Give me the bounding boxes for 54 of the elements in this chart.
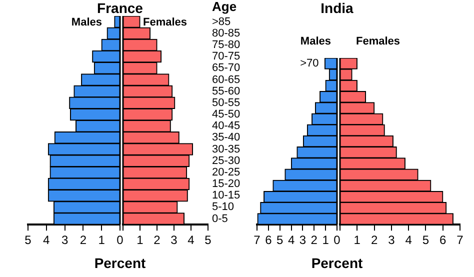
y-tick-label: 0-5 (212, 212, 228, 225)
y-tick-label: 5-10 (212, 201, 234, 214)
x-tick-label: 2 (310, 233, 318, 248)
x-tick-label: 3 (61, 233, 68, 248)
x-tick-label: 2 (80, 233, 87, 248)
chart-title: India (320, 0, 354, 16)
y-tick-label: 35-40 (212, 132, 240, 144)
series-label: Males (71, 16, 102, 29)
x-tick-label: 0 (116, 233, 124, 248)
y-tick-label: 40-45 (212, 120, 240, 132)
y-tick-label: 65-70 (212, 62, 240, 74)
y-tick-label: >70 (300, 58, 319, 70)
x-tick-label: 6 (265, 233, 272, 248)
x-tick-label: 6 (440, 233, 447, 248)
y-tick-label: 25-30 (212, 154, 240, 167)
x-tick-label: 1 (354, 233, 361, 248)
x-tick-label: 2 (154, 233, 161, 248)
x-tick-label: 1 (322, 233, 330, 248)
x-tick-label: 5 (276, 233, 284, 248)
x-tick-label: 5 (204, 233, 212, 248)
x-tick-label: 2 (370, 233, 378, 248)
y-tick-label: 30-35 (212, 143, 240, 156)
y-tick-label: 60-65 (212, 74, 240, 86)
y-tick-label: 20-25 (212, 166, 240, 178)
y-tick-label: 75-80 (212, 39, 240, 52)
x-tick-label: 1 (136, 233, 144, 248)
y-tick-label: 80-85 (212, 27, 240, 40)
x-tick-label: 4 (43, 233, 50, 248)
y-tick-label: 55-60 (212, 85, 240, 98)
series-label: Males (300, 36, 331, 48)
y-tick-label: 45-50 (212, 108, 240, 121)
y-tick-label: >85 (212, 16, 231, 28)
x-tick-label: 7 (456, 233, 464, 248)
x-tick-label: 1 (98, 233, 106, 248)
x-tick-label: 4 (188, 233, 195, 248)
x-tick-label: 5 (24, 233, 32, 248)
chart-title: France (96, 0, 144, 16)
x-tick-label: 4 (288, 233, 295, 248)
y-axis-title: Age (212, 0, 237, 14)
x-axis-title: Percent (93, 255, 147, 271)
y-tick-label: 10-15 (212, 190, 240, 202)
x-tick-label: 0 (334, 233, 341, 248)
series-label: Females (356, 36, 400, 48)
y-tick-label: 70-75 (212, 50, 240, 63)
x-tick-label: 3 (299, 233, 306, 248)
x-tick-label: 4 (405, 233, 412, 248)
y-tick-label: 15-20 (212, 178, 240, 190)
x-tick-label: 3 (170, 233, 178, 248)
x-axis-title: Percent (310, 255, 364, 271)
x-tick-label: 5 (422, 233, 430, 248)
x-tick-label: 3 (388, 233, 396, 248)
x-tick-label: 7 (254, 233, 261, 248)
series-label: Females (143, 16, 188, 29)
y-tick-label: 50-55 (212, 96, 240, 109)
